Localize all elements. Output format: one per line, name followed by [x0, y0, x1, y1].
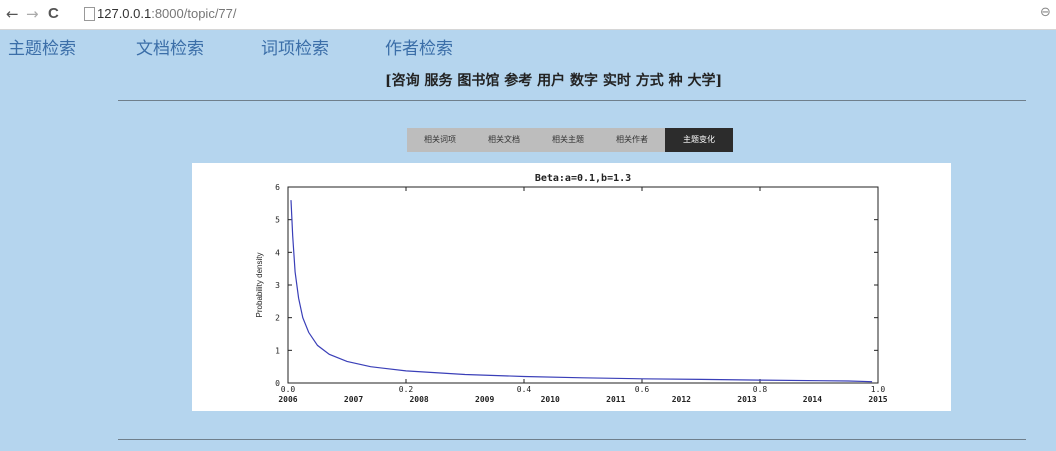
year-tick-label: 2006	[278, 395, 297, 404]
url-path: :8000/topic/77/	[151, 6, 237, 21]
x-tick-label: 0.0	[281, 385, 296, 394]
year-tick-label: 2011	[606, 395, 625, 404]
tab-related-authors[interactable]: 相关作者	[616, 135, 648, 144]
year-tick-label: 2008	[409, 395, 428, 404]
reload-icon[interactable]: C	[48, 5, 59, 22]
tab-related-documents[interactable]: 相关文档	[488, 135, 520, 144]
topic-title: [咨询 服务 图书馆 参考 用户 数字 实时 方式 种 大学]	[385, 73, 723, 89]
y-tick-label: 1	[275, 346, 280, 355]
divider-top	[118, 100, 1026, 101]
x-tick-label: 1.0	[871, 385, 886, 394]
x-tick-label: 0.8	[753, 385, 768, 394]
year-tick-label: 2010	[541, 395, 560, 404]
tab-related-topics[interactable]: 相关主题	[552, 135, 584, 144]
y-tick-label: 5	[275, 216, 280, 225]
year-tick-label: 2014	[803, 395, 822, 404]
beta-density-chart: 0 1 2 3 4 5 6 0.0 0.2 0.4 0.6 0.8 1.0 2006 2007 2008 20…	[255, 173, 888, 404]
year-tick-label: 2013	[737, 395, 756, 404]
url-host: 127.0.0.1	[97, 6, 152, 21]
year-tick-label: 2015	[868, 395, 887, 404]
plot-frame	[287, 186, 879, 384]
y-tick-label: 3	[275, 281, 280, 290]
y-axis-label: Probability density	[255, 253, 264, 318]
nav-document-search[interactable]: 文档检索	[136, 39, 204, 59]
year-tick-label: 2009	[475, 395, 494, 404]
chart-title: Beta:a=0.1,b=1.3	[535, 173, 631, 184]
nav-term-search[interactable]: 词项检索	[261, 39, 329, 59]
divider-bottom	[118, 439, 1026, 440]
address-bar[interactable]: 127.0.0.1:8000/topic/77/	[97, 6, 237, 21]
nav-topic-search[interactable]: 主题检索	[8, 39, 76, 59]
y-tick-label: 4	[275, 248, 280, 257]
y-tick-label: 0	[275, 379, 280, 388]
tab-related-terms[interactable]: 相关词项	[424, 135, 456, 144]
year-tick-label: 2012	[672, 395, 691, 404]
x-tick-label: 0.6	[635, 385, 650, 394]
tab-topic-evolution[interactable]: 主题变化	[665, 128, 733, 152]
chart-panel: 0 1 2 3 4 5 6 0.0 0.2 0.4 0.6 0.8 1.0 2006 2007 2008 20…	[192, 163, 951, 411]
density-curve	[290, 200, 873, 383]
tab-bar: 相关词项 相关文档 相关主题 相关作者 主题变化	[407, 128, 733, 152]
browser-toolbar: ← → C 127.0.0.1:8000/topic/77/ ⊖	[0, 0, 1056, 30]
x-tick-label: 0.4	[517, 385, 532, 394]
year-tick-label: 2007	[344, 395, 363, 404]
y-tick-label: 2	[275, 314, 280, 323]
y-tick-label: 6	[275, 183, 280, 192]
forward-arrow-icon[interactable]: →	[26, 5, 39, 23]
page-icon	[84, 7, 95, 21]
back-arrow-icon[interactable]: ←	[6, 5, 19, 23]
x-tick-label: 0.2	[399, 385, 414, 394]
nav-author-search[interactable]: 作者检索	[385, 39, 453, 59]
extension-icon[interactable]: ⊖	[1040, 5, 1051, 20]
page-body: 主题检索 文档检索 词项检索 作者检索 [咨询 服务 图书馆 参考 用户 数字 …	[0, 30, 1056, 451]
